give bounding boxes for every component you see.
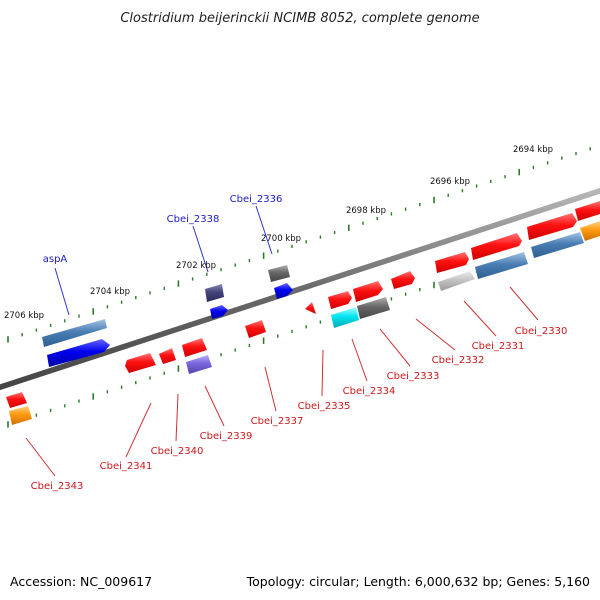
gene-cbei-2336 xyxy=(268,265,290,282)
coord-label-2704: 2704 kbp xyxy=(90,287,130,297)
gene-cbei-2339 xyxy=(186,355,212,374)
accession-text: Accession: NC_009617 xyxy=(10,574,152,589)
forward-ruler-ticks xyxy=(7,147,591,343)
gene-cbei-2339-red xyxy=(182,338,207,357)
gene-label-cbei-2341[interactable]: Cbei_2341 xyxy=(100,461,153,472)
gene-cbei-2343 xyxy=(9,406,32,425)
gene-cbei-2330 xyxy=(531,232,584,258)
leader-cbei-2339 xyxy=(204,385,225,427)
gene-cbei-2331 xyxy=(475,252,528,279)
genome-backbone xyxy=(0,187,600,391)
topology-summary-text: Topology: circular; Length: 6,000,632 bp… xyxy=(246,574,590,589)
leader-cbei-2337 xyxy=(264,366,277,412)
leader-cbei-2332 xyxy=(415,318,456,351)
gene-fwd-6 xyxy=(471,233,522,260)
gene-labels: aspA Cbei_2338 Cbei_2336 Cbei_2343 Cbei_… xyxy=(31,194,568,492)
gene-fwd-8 xyxy=(575,201,600,221)
gene-cbei-2334 xyxy=(357,297,390,319)
coord-label-2702: 2702 kbp xyxy=(176,261,216,271)
gene-cbei-2335 xyxy=(331,307,359,328)
gene-cbei-2338 xyxy=(205,284,224,302)
leader-cbei-2340 xyxy=(175,393,179,442)
reverse-strand-genes xyxy=(6,221,600,425)
coordinate-labels: 2694 kbp 2696 kbp 2698 kbp 2700 kbp 2702… xyxy=(4,145,553,321)
gene-cbei-2338-blue xyxy=(210,305,228,319)
gene-label-cbei-2338[interactable]: Cbei_2338 xyxy=(167,214,220,225)
gene-fwd-3 xyxy=(353,281,383,302)
gene-fwd-4 xyxy=(391,271,415,289)
coord-label-2700: 2700 kbp xyxy=(261,234,301,244)
gene-label-cbei-2343[interactable]: Cbei_2343 xyxy=(31,481,84,492)
leader-cbei-2335 xyxy=(321,349,324,397)
gene-aspA xyxy=(42,319,107,347)
gene-label-cbei-2337[interactable]: Cbei_2337 xyxy=(251,416,304,427)
leader-cbei-2338 xyxy=(192,225,209,273)
leader-aspA xyxy=(54,267,70,316)
gene-cbei-2341 xyxy=(125,353,156,373)
gene-fwd-7 xyxy=(527,213,577,240)
leader-cbei-2331 xyxy=(463,300,497,337)
leader-cbei-2336 xyxy=(255,205,273,255)
gene-label-cbei-2331[interactable]: Cbei_2331 xyxy=(472,341,525,352)
gene-fwd-5 xyxy=(435,252,469,273)
forward-strand-genes xyxy=(42,201,600,367)
gene-label-cbei-2335[interactable]: Cbei_2335 xyxy=(298,401,351,412)
gene-cbei-2340 xyxy=(159,348,176,364)
coord-label-2706: 2706 kbp xyxy=(4,311,44,321)
leader-cbei-2330 xyxy=(509,286,539,321)
gene-label-cbei-2330[interactable]: Cbei_2330 xyxy=(515,326,568,337)
coord-label-2696: 2696 kbp xyxy=(430,177,470,187)
coord-label-2698: 2698 kbp xyxy=(346,206,386,216)
gene-cbei-2332 xyxy=(438,271,475,291)
leader-lines xyxy=(25,205,539,477)
gene-label-cbei-2332[interactable]: Cbei_2332 xyxy=(432,355,485,366)
coord-label-2694: 2694 kbp xyxy=(513,145,553,155)
gene-label-cbei-2339[interactable]: Cbei_2339 xyxy=(200,431,253,442)
gene-aspA-blue xyxy=(47,339,110,367)
map-title: Clostridium beijerinckii NCIMB 8052, com… xyxy=(120,11,479,26)
gene-label-aspA[interactable]: aspA xyxy=(43,254,68,265)
leader-cbei-2341 xyxy=(125,402,152,458)
gene-fwd-2 xyxy=(328,291,352,309)
gene-label-cbei-2340[interactable]: Cbei_2340 xyxy=(151,446,204,457)
gene-label-cbei-2334[interactable]: Cbei_2334 xyxy=(343,386,396,397)
gene-label-cbei-2336[interactable]: Cbei_2336 xyxy=(230,194,283,205)
gene-fwd-1 xyxy=(305,302,316,314)
leader-cbei-2343 xyxy=(25,437,56,477)
gene-label-cbei-2333[interactable]: Cbei_2333 xyxy=(387,371,440,382)
gene-cbei-2343-red xyxy=(6,392,27,408)
leader-cbei-2334 xyxy=(351,338,368,382)
leader-cbei-2333 xyxy=(379,328,411,367)
gene-cbei-2337 xyxy=(245,320,266,338)
gene-cbei-2336-blue xyxy=(274,283,293,299)
gene-rev-end xyxy=(580,221,600,241)
